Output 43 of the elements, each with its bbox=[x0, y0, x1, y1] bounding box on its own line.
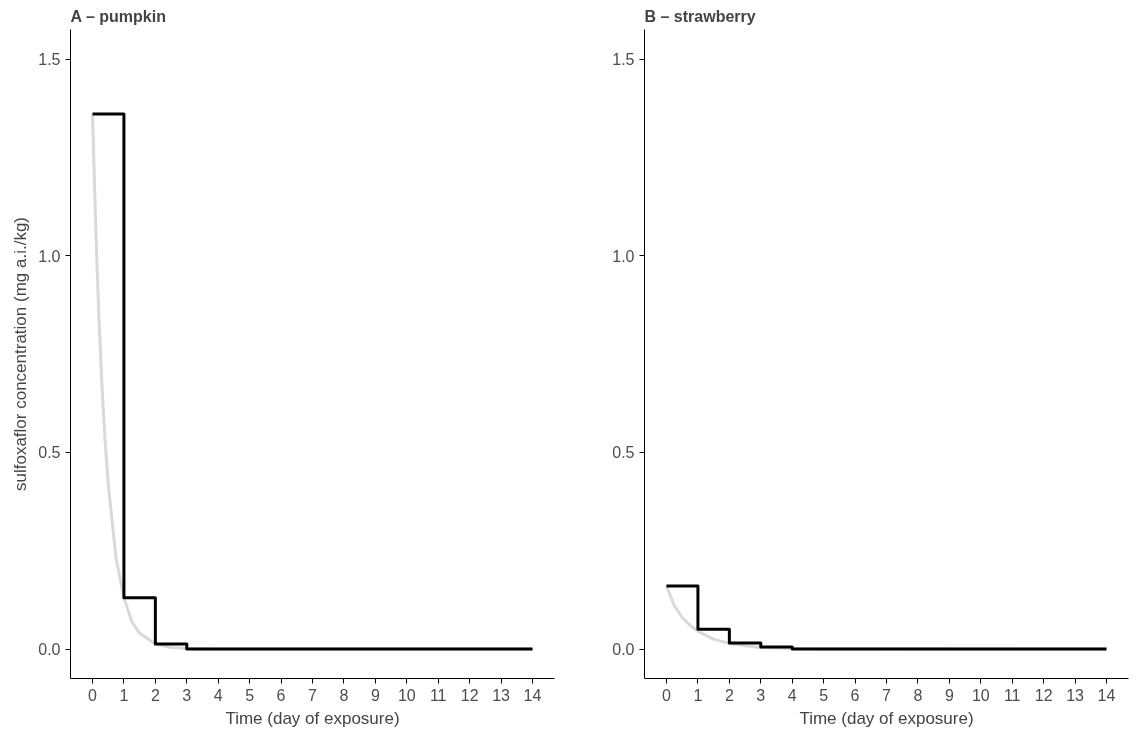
x-axis-title: Time (day of exposure) bbox=[799, 708, 974, 728]
x-tick-label: 7 bbox=[882, 686, 892, 704]
x-tick-label: 14 bbox=[523, 686, 542, 704]
x-tick-label: 8 bbox=[913, 686, 923, 704]
x-tick-label: 5 bbox=[819, 686, 829, 704]
x-tick-label: 6 bbox=[850, 686, 860, 704]
x-tick-label: 1 bbox=[119, 686, 129, 704]
y-tick-label: 0.5 bbox=[38, 444, 61, 462]
x-tick-label: 12 bbox=[460, 686, 479, 704]
y-tick-label: 0.0 bbox=[612, 641, 635, 658]
x-tick-label: 0 bbox=[662, 686, 672, 704]
x-tick-label: 2 bbox=[724, 686, 734, 704]
x-tick-label: 1 bbox=[693, 686, 703, 704]
x-tick-label: 5 bbox=[245, 686, 255, 704]
y-tick-label: 1.0 bbox=[38, 247, 61, 265]
chart-title: A – pumpkin bbox=[70, 7, 166, 25]
x-tick-label: 4 bbox=[213, 686, 223, 704]
x-tick-label: 9 bbox=[370, 686, 380, 704]
y-tick-label: 1.5 bbox=[38, 51, 61, 68]
x-tick-label: 9 bbox=[944, 686, 954, 704]
x-tick-label: 11 bbox=[429, 686, 447, 704]
y-tick-label: 1.0 bbox=[612, 247, 635, 265]
x-tick-label: 12 bbox=[1034, 686, 1053, 704]
x-tick-label: 2 bbox=[150, 686, 160, 704]
x-tick-label: 13 bbox=[492, 686, 511, 704]
x-tick-label: 6 bbox=[276, 686, 286, 704]
x-axis-title: Time (day of exposure) bbox=[225, 708, 400, 728]
x-tick-label: 10 bbox=[971, 686, 990, 704]
y-tick-label: 1.5 bbox=[612, 51, 635, 68]
y-tick-label: 0.0 bbox=[38, 641, 61, 658]
x-tick-label: 11 bbox=[1003, 686, 1021, 704]
x-tick-label: 10 bbox=[397, 686, 416, 704]
x-tick-label: 8 bbox=[339, 686, 349, 704]
x-tick-label: 14 bbox=[1097, 686, 1116, 704]
x-tick-label: 13 bbox=[1066, 686, 1085, 704]
y-axis-title: sulfoxaflor concentration (mg a.i./kg) bbox=[11, 216, 31, 491]
x-tick-label: 3 bbox=[182, 686, 192, 704]
x-tick-label: 0 bbox=[88, 686, 98, 704]
chart-title: B – strawberry bbox=[644, 7, 756, 25]
x-tick-label: 7 bbox=[308, 686, 318, 704]
x-tick-label: 3 bbox=[756, 686, 766, 704]
x-tick-label: 4 bbox=[787, 686, 797, 704]
y-tick-label: 0.5 bbox=[612, 444, 635, 462]
